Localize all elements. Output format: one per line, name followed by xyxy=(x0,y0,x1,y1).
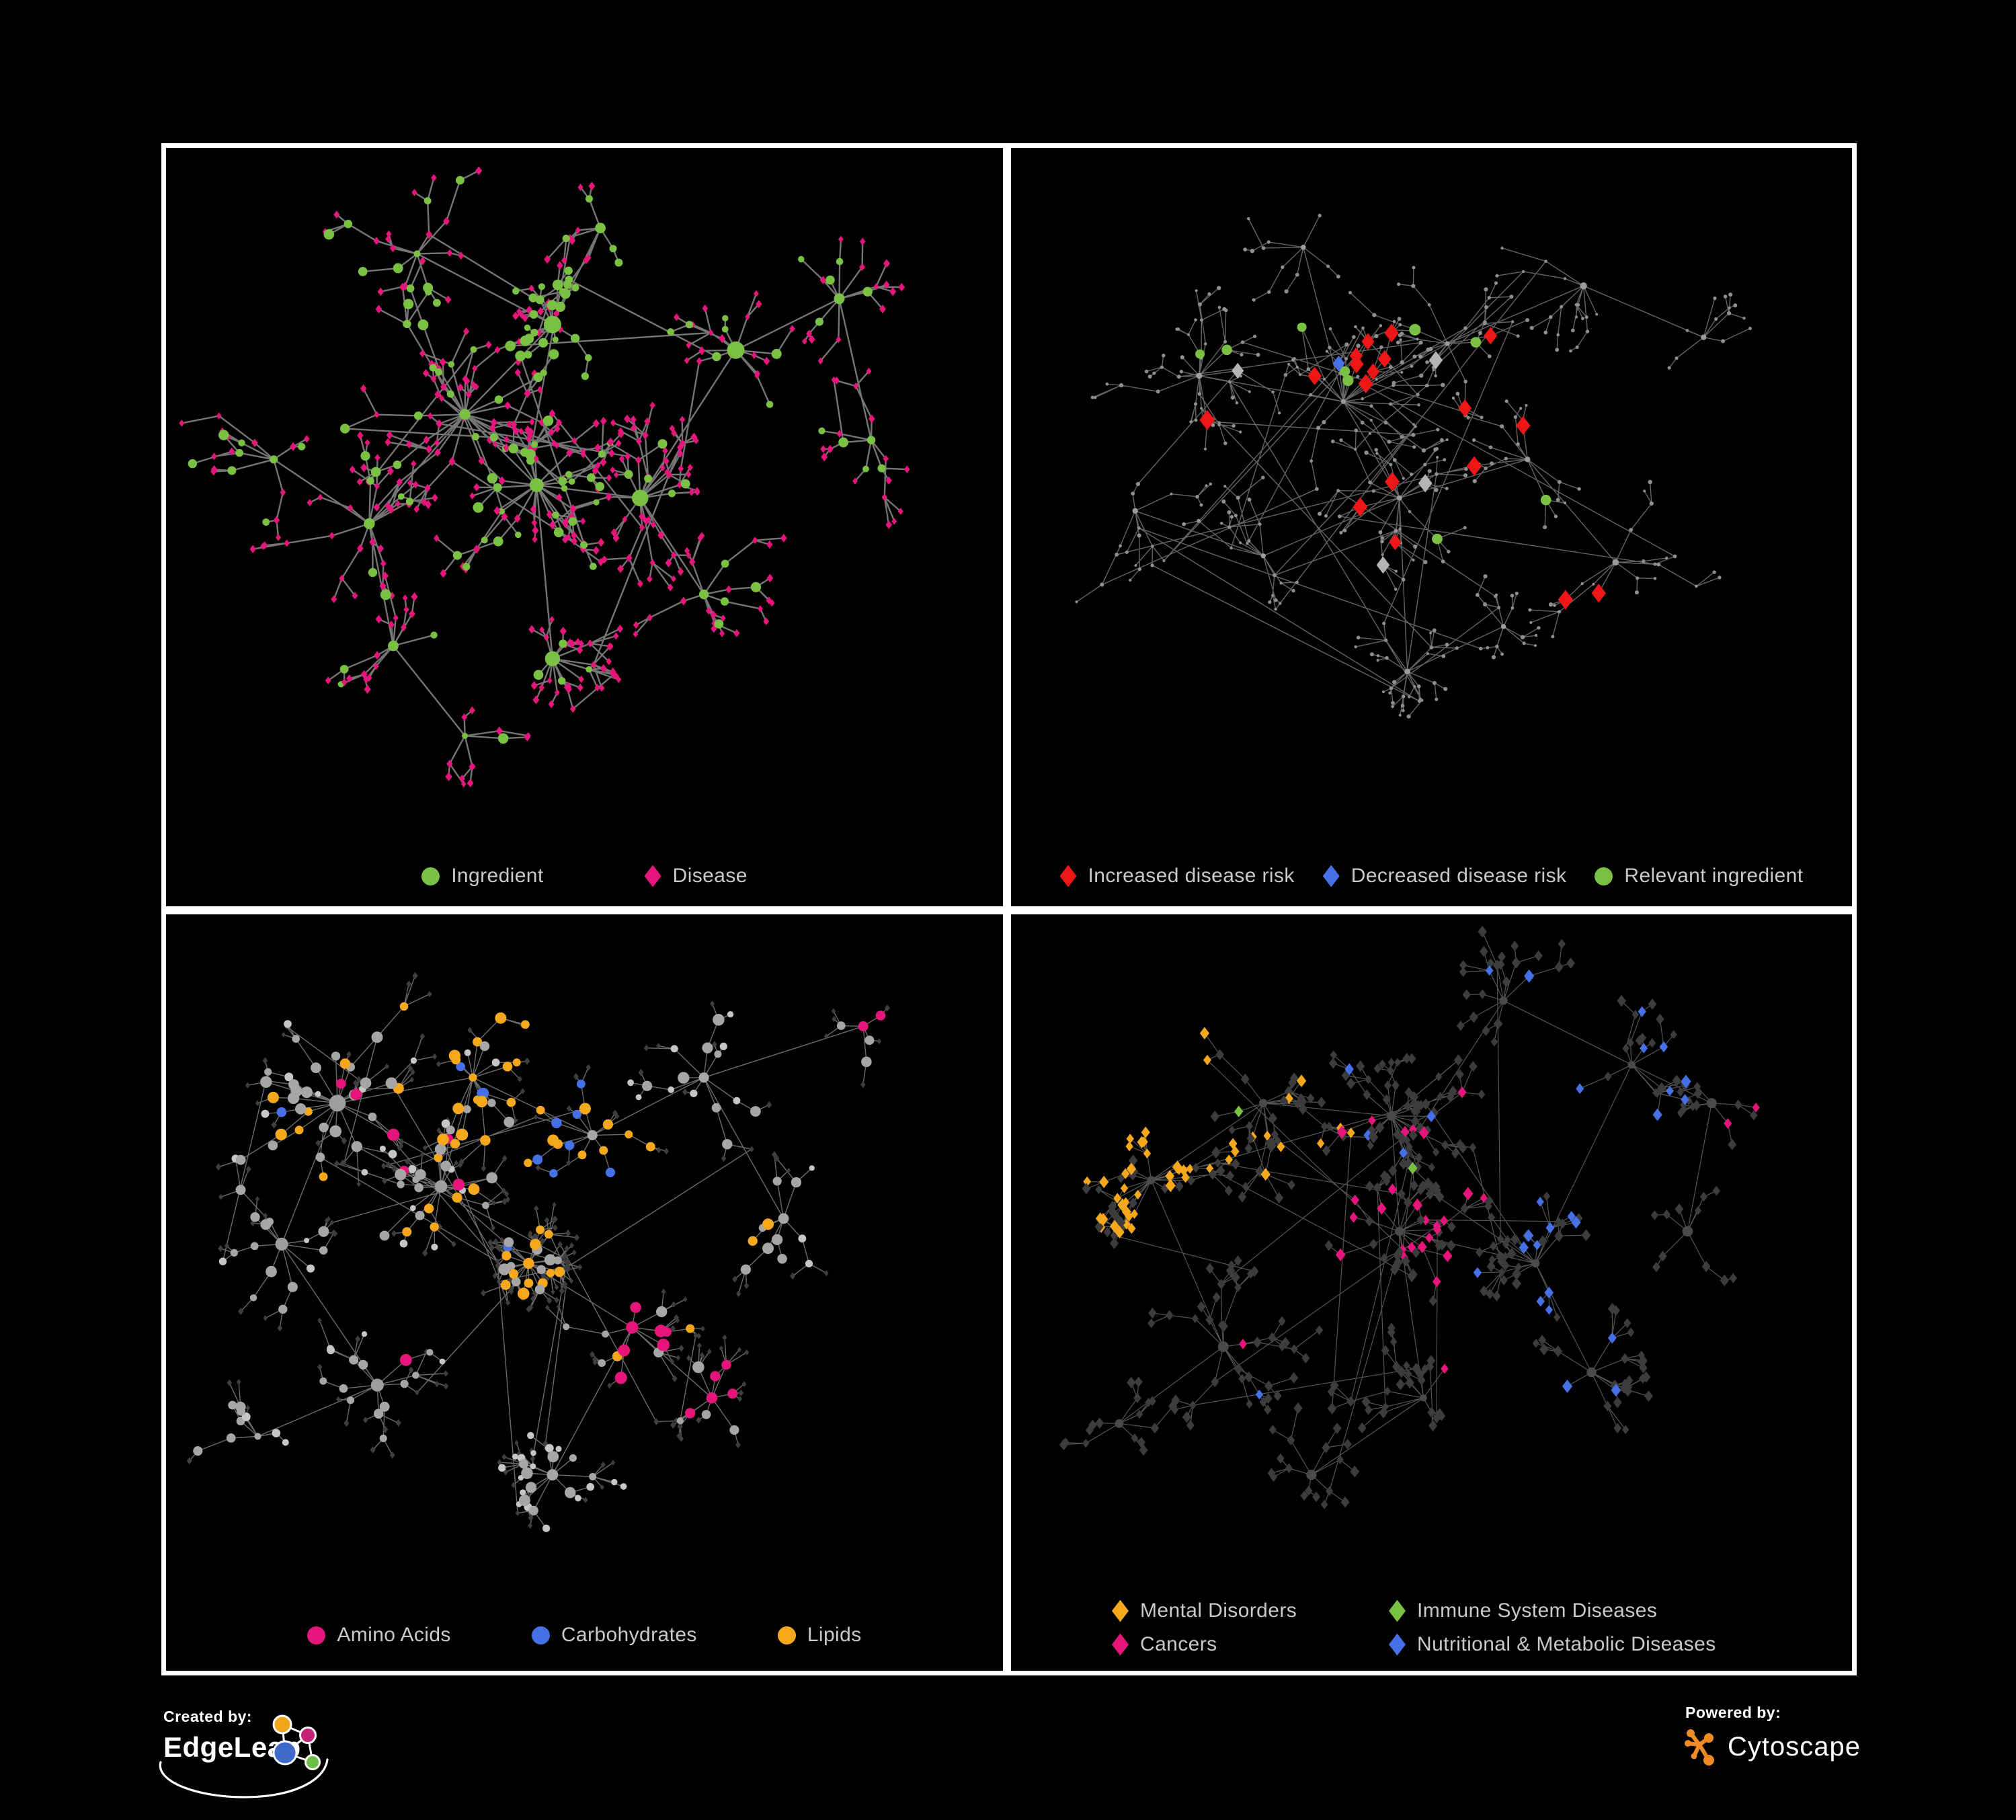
cytoscape-logo: Cytoscape xyxy=(1682,1725,1861,1769)
powered-by-label: Powered by: xyxy=(1685,1704,1781,1721)
legend-label: Amino Acids xyxy=(337,1624,451,1646)
legend-item: Nutritional & Metabolic Diseases xyxy=(1389,1633,1716,1656)
footer-created-by-block: Created by: EdgeLeap xyxy=(159,1708,329,1798)
legend-label: Nutritional & Metabolic Diseases xyxy=(1417,1633,1716,1655)
legend-item: Amino Acids xyxy=(307,1624,450,1647)
relevant-ingredient-marker-icon xyxy=(1595,867,1613,885)
legend-label: Mental Disorders xyxy=(1140,1599,1297,1622)
legend-item: Ingredient xyxy=(421,865,543,887)
legend-item: Increased disease risk xyxy=(1059,865,1295,887)
legend-disease-classes: Mental Disorders Immune System Diseases … xyxy=(1112,1599,1716,1656)
legend-item: Immune System Diseases xyxy=(1389,1599,1716,1622)
nutritional-metabolic-marker-icon xyxy=(1389,1633,1406,1656)
immune-diseases-marker-icon xyxy=(1389,1599,1406,1622)
cancers-marker-icon xyxy=(1112,1633,1129,1656)
edgeleap-network-icon xyxy=(272,1714,321,1770)
legend-item: Disease xyxy=(644,865,748,887)
panel-ingredient-disease: Ingredient Disease xyxy=(166,148,1003,906)
legend-item: Decreased disease risk xyxy=(1322,865,1567,887)
cytoscape-wordmark: Cytoscape xyxy=(1728,1731,1861,1762)
legend-nutrient-classes: Amino Acids Carbohydrates Lipids xyxy=(166,1624,1003,1647)
panels-grid: Ingredient Disease Increased disease ris… xyxy=(161,143,1857,1675)
ingredient-marker-icon xyxy=(421,867,440,885)
created-by-label: Created by: xyxy=(163,1708,253,1725)
legend-label: Relevant ingredient xyxy=(1624,865,1804,887)
legend-label: Disease xyxy=(672,865,748,887)
disease-risk-network-canvas xyxy=(1075,213,1752,719)
footer-powered-by-block: Powered by: Cytoscape xyxy=(1685,1704,1861,1769)
carbohydrates-marker-icon xyxy=(531,1626,550,1645)
legend-item: Lipids xyxy=(777,1624,862,1647)
legend-label: Lipids xyxy=(807,1624,862,1646)
legend-item: Cancers xyxy=(1112,1633,1389,1656)
lipids-marker-icon xyxy=(777,1626,796,1645)
legend-label: Increased disease risk xyxy=(1088,865,1295,887)
panel-nutrient-classes: Amino Acids Carbohydrates Lipids xyxy=(166,914,1003,1671)
panel-disease-risk: Increased disease risk Decreased disease… xyxy=(1011,148,1852,906)
panel-disease-classes: Mental Disorders Immune System Diseases … xyxy=(1011,914,1852,1671)
legend-label: Immune System Diseases xyxy=(1417,1599,1658,1622)
ingredient-disease-network-canvas xyxy=(179,166,910,788)
legend-item: Mental Disorders xyxy=(1112,1599,1389,1622)
legend-label: Cancers xyxy=(1140,1633,1217,1655)
legend-disease-risk: Increased disease risk Decreased disease… xyxy=(1011,865,1852,887)
legend-label: Decreased disease risk xyxy=(1350,865,1567,887)
edgeleap-swoosh xyxy=(159,1758,329,1798)
disease-marker-icon xyxy=(644,865,661,887)
mental-disorders-marker-icon xyxy=(1112,1599,1129,1622)
legend-label: Ingredient xyxy=(451,865,544,887)
legend-label: Carbohydrates xyxy=(561,1624,697,1646)
cytoscape-network-icon xyxy=(1685,1729,1714,1766)
nutrient-class-network-canvas xyxy=(186,972,890,1532)
legend-item: Carbohydrates xyxy=(531,1624,697,1647)
legend-ingredient-disease: Ingredient Disease xyxy=(166,865,1003,887)
disease-class-network-canvas xyxy=(1059,925,1760,1509)
edgeleap-logo: EdgeLeap xyxy=(159,1714,329,1798)
decreased-risk-marker-icon xyxy=(1322,865,1340,887)
legend-item: Relevant ingredient xyxy=(1595,865,1803,887)
amino-acids-marker-icon xyxy=(307,1626,326,1645)
increased-risk-marker-icon xyxy=(1059,865,1077,887)
